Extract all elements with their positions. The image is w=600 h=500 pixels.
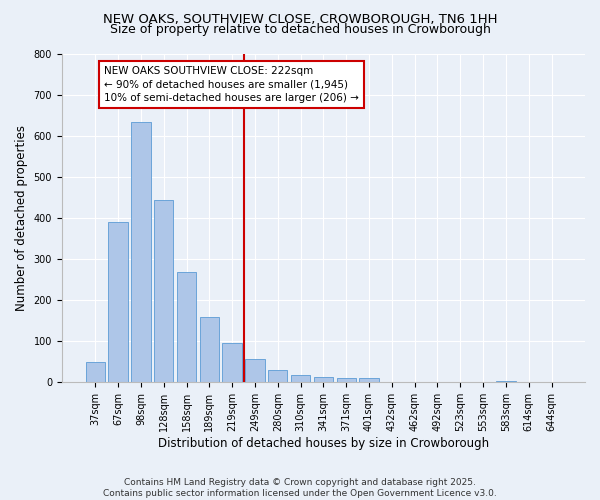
Y-axis label: Number of detached properties: Number of detached properties xyxy=(15,125,28,311)
Bar xyxy=(359,378,379,382)
Bar xyxy=(131,122,151,382)
Bar xyxy=(314,378,333,382)
X-axis label: Distribution of detached houses by size in Crowborough: Distribution of detached houses by size … xyxy=(158,437,489,450)
Bar xyxy=(154,200,173,382)
Bar xyxy=(245,358,265,382)
Bar xyxy=(200,318,219,382)
Text: Contains HM Land Registry data © Crown copyright and database right 2025.
Contai: Contains HM Land Registry data © Crown c… xyxy=(103,478,497,498)
Bar xyxy=(268,370,287,382)
Bar xyxy=(86,362,105,382)
Text: NEW OAKS, SOUTHVIEW CLOSE, CROWBOROUGH, TN6 1HH: NEW OAKS, SOUTHVIEW CLOSE, CROWBOROUGH, … xyxy=(103,12,497,26)
Text: Size of property relative to detached houses in Crowborough: Size of property relative to detached ho… xyxy=(110,22,490,36)
Bar xyxy=(337,378,356,382)
Bar xyxy=(223,342,242,382)
Bar xyxy=(177,272,196,382)
Bar xyxy=(496,380,515,382)
Text: NEW OAKS SOUTHVIEW CLOSE: 222sqm
← 90% of detached houses are smaller (1,945)
10: NEW OAKS SOUTHVIEW CLOSE: 222sqm ← 90% o… xyxy=(104,66,359,102)
Bar xyxy=(109,222,128,382)
Bar xyxy=(291,375,310,382)
